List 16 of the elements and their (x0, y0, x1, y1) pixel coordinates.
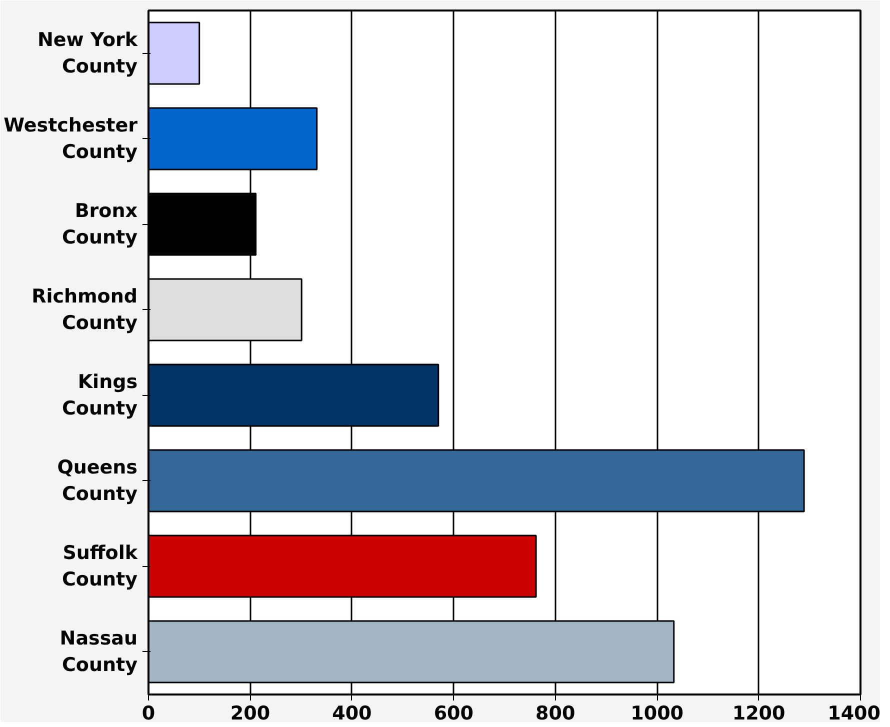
x-tick-label: 400 (332, 702, 372, 724)
x-tick-label: 1200 (732, 702, 786, 724)
y-tick-label: Suffolk County (62, 542, 138, 590)
y-tick-label: Kings County (62, 371, 138, 420)
y-tick-label: Nassau County (60, 628, 138, 676)
x-tick-label: 0 (142, 702, 156, 724)
x-tick-label: 1000 (630, 702, 684, 724)
x-tick-label: 1400 (828, 702, 881, 724)
x-tick-label: 800 (536, 702, 576, 724)
y-tick-label: Westchester County (4, 114, 138, 163)
x-tick-label: 600 (434, 702, 474, 724)
x-tick-label: 200 (230, 702, 270, 724)
y-tick-label: New York County (37, 29, 138, 78)
y-tick-label: Richmond County (32, 286, 138, 334)
y-tick-label: Bronx County (62, 200, 138, 248)
y-tick-label: Queens County (57, 456, 138, 505)
